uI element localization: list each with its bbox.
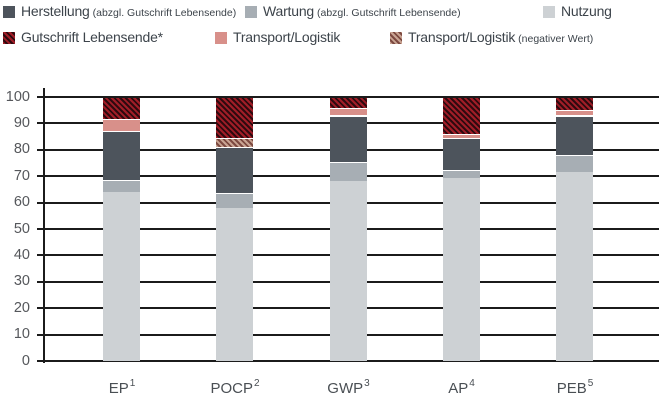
bar-ep (103, 0, 140, 361)
y-axis-tick-label: 0 (21, 352, 30, 369)
bar-segment-wartung (556, 155, 593, 173)
bar-segment-wartung (103, 180, 140, 193)
y-axis-tick-label: 100 (5, 88, 30, 105)
bar-segment-herstellung (103, 131, 140, 181)
x-axis-label-gwp: GWP3 (327, 378, 370, 397)
legend-item-transport: Transport/Logistik (215, 30, 340, 46)
legend-label: Wartung (263, 3, 314, 19)
y-axis-line (43, 88, 45, 363)
y-axis-tick-label: 40 (13, 246, 30, 263)
legend-item-gutschrift: Gutschrift Lebensende* (3, 30, 163, 46)
x-axis-label-pocp: POCP2 (210, 378, 260, 397)
y-axis-tick-label: 70 (13, 167, 30, 184)
y-axis-tick (37, 122, 44, 125)
bar-segment-wartung (329, 161, 367, 182)
bar-segment-gutschrift (442, 97, 480, 134)
bar-segment-transport (103, 119, 140, 132)
bar-segment-gutschrift (556, 97, 593, 111)
bar-segment-nutzung (216, 207, 253, 361)
y-axis-tick (37, 280, 44, 283)
x-axis-label-peb: PEB5 (556, 378, 594, 397)
legend-label: Nutzung (561, 3, 612, 19)
x-axis-label-ap: AP4 (448, 378, 475, 397)
bar-segment-wartung (216, 193, 253, 208)
legend-swatch-transport-negativ-icon (390, 32, 402, 44)
bar-segment-herstellung (329, 115, 367, 162)
bar-segment-herstellung (442, 137, 480, 170)
y-axis-tick-label: 50 (13, 220, 30, 237)
legend-note: (negativer Wert) (518, 33, 594, 45)
bar-peb (556, 0, 593, 361)
legend-swatch-gutschrift-icon (3, 32, 15, 44)
bar-segment-wartung (442, 169, 480, 178)
y-axis-tick-label: 80 (13, 141, 30, 158)
bar-segment-herstellung (216, 147, 253, 194)
y-axis-tick (37, 148, 44, 151)
legend-label: Herstellung (21, 3, 90, 19)
bar-segment-herstellung (556, 115, 593, 156)
y-axis-tick (37, 333, 44, 336)
bar-segment-nutzung (103, 192, 140, 361)
legend-item-transport-negativ: Transport/Logistik (negativer Wert) (390, 30, 593, 46)
legend-item-herstellung: Herstellung (abzgl. Gutschrift Lebensende… (3, 4, 236, 20)
gridline-100 (44, 96, 659, 98)
legend-item-nutzung: Nutzung (543, 4, 612, 20)
legend-swatch-nutzung-icon (543, 6, 555, 18)
legend-swatch-wartung-icon (245, 6, 257, 18)
y-axis-tick-label: 90 (13, 114, 30, 131)
legend-label: Transport/Logistik (233, 29, 341, 45)
y-axis-tick (37, 96, 44, 98)
bar-segment-transport (442, 133, 480, 138)
y-axis-tick (37, 201, 44, 204)
y-axis-tick-label: 60 (13, 194, 30, 211)
bar-segment-transport (556, 110, 593, 116)
x-axis-label-ep: EP1 (108, 378, 136, 397)
y-axis-tick (37, 175, 44, 178)
bar-segment-gutschrift (103, 97, 140, 120)
y-axis-tick-label: 10 (13, 326, 30, 343)
bar-gwp (329, 0, 367, 361)
legend-swatch-herstellung-icon (3, 6, 15, 18)
y-axis-tick-label: 30 (13, 273, 30, 290)
bar-pocp (216, 0, 253, 361)
legend-swatch-transport-icon (215, 32, 227, 44)
bar-segment-nutzung (329, 181, 367, 361)
legend-note: (abzgl. Gutschrift Lebensende) (92, 7, 237, 19)
legend-label: Transport/Logistik (408, 29, 516, 45)
legend-item-wartung: Wartung (abzgl. Gutschrift Lebensende) (245, 4, 461, 20)
y-axis-tick (37, 307, 44, 310)
bar-segment-gutschrift (329, 97, 367, 108)
legend-label: Gutschrift Lebensende* (21, 29, 163, 45)
y-axis-tick (37, 228, 44, 230)
bar-segment-nutzung (442, 177, 480, 361)
bar-segment-nutzung (556, 172, 593, 361)
bar-ap (442, 0, 480, 361)
bar-segment-gutschrift (216, 97, 253, 138)
gridline-0 (44, 360, 659, 362)
bar-segment-transport (329, 107, 367, 116)
legend-note: (abzgl. Gutschrift Lebensende) (317, 7, 461, 19)
y-axis-tick (37, 360, 44, 362)
y-axis-tick-label: 20 (13, 299, 30, 316)
bar-segment-transport_negativ (216, 137, 253, 148)
y-axis-tick (37, 254, 44, 257)
